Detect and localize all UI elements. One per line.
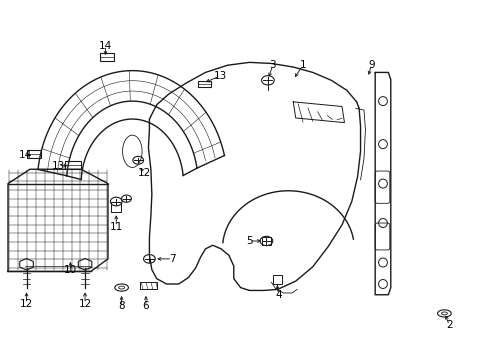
Bar xyxy=(197,81,211,87)
Bar xyxy=(272,275,281,284)
Text: 4: 4 xyxy=(275,290,282,300)
Bar xyxy=(111,202,121,212)
Text: 2: 2 xyxy=(445,320,452,330)
Text: 1: 1 xyxy=(299,60,305,70)
Text: 10: 10 xyxy=(64,265,77,275)
Text: 11: 11 xyxy=(109,222,122,231)
Bar xyxy=(100,53,114,61)
Bar xyxy=(65,161,81,168)
Text: 12: 12 xyxy=(20,299,33,309)
Bar xyxy=(261,237,271,244)
Text: 12: 12 xyxy=(78,299,91,309)
Text: 12: 12 xyxy=(138,168,151,178)
Text: 9: 9 xyxy=(367,60,374,70)
Text: 8: 8 xyxy=(118,301,124,311)
Text: 14: 14 xyxy=(99,41,112,50)
Bar xyxy=(26,150,41,158)
Text: 14: 14 xyxy=(19,150,32,160)
Text: 6: 6 xyxy=(142,301,149,311)
Text: 5: 5 xyxy=(245,236,252,246)
Text: 7: 7 xyxy=(169,254,175,264)
Text: 3: 3 xyxy=(269,60,276,70)
Text: 13: 13 xyxy=(213,71,226,81)
Text: 13: 13 xyxy=(52,161,65,171)
